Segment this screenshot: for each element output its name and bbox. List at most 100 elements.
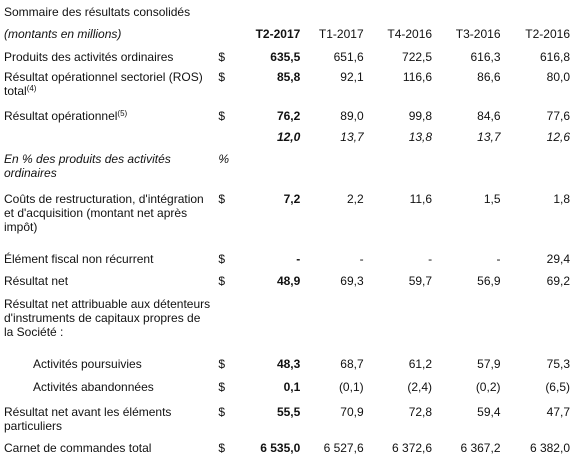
cell-t1-2017: 69,3 (340, 274, 364, 288)
cell-t4-2016: 722,5 (402, 50, 433, 64)
cell-t2-2016: 77,6 (546, 109, 570, 123)
cell-t2-2016: (6,5) (545, 380, 570, 394)
cell-t2-2016: 29,4 (546, 252, 570, 266)
cell-t1-2017: 2,2 (346, 192, 364, 206)
table-header-row: (montants en millions) T2-2017 T1-2017 T… (0, 22, 570, 45)
results-table: (montants en millions) T2-2017 T1-2017 T… (0, 22, 570, 459)
cell-t2-2017: 12,0 (276, 130, 301, 144)
cell-t2-2017: 0,1 (283, 380, 301, 394)
table-row: Résultat opérationnel(5) $ 76,2 89,0 99,… (0, 103, 570, 125)
row-currency: $ (218, 252, 226, 266)
cell-t1-2017: 89,0 (340, 109, 364, 123)
cell-t1-2017: 13,7 (340, 130, 364, 144)
cell-t4-2016: 13,8 (408, 130, 433, 144)
cell-t4-2016: 72,8 (408, 405, 433, 419)
row-label: Produits des activités ordinaires (4, 50, 174, 64)
row-label-text: Résultat opérationnel (4, 109, 118, 123)
cell-t2-2016: 1,8 (553, 192, 570, 206)
row-currency: $ (218, 441, 226, 455)
row-label: Carnet de commandes total (4, 441, 152, 455)
cell-t2-2017: 85,8 (276, 70, 301, 84)
cell-t3-2016: 1,5 (483, 192, 501, 206)
cell-t4-2016: 61,2 (408, 357, 433, 371)
col-header-t2-2017: T2-2017 (255, 27, 301, 41)
cell-t2-2017: 76,2 (276, 109, 301, 123)
row-currency: $ (218, 109, 226, 123)
page-title: Sommaire des résultats consolidés (4, 5, 191, 19)
cell-t4-2016: 6 372,6 (392, 441, 433, 455)
cell-t3-2016: 56,9 (477, 274, 501, 288)
row-currency: $ (218, 70, 226, 84)
cell-t4-2016: 99,8 (408, 109, 433, 123)
cell-t1-2017: 651,6 (333, 50, 364, 64)
cell-t2-2017: 48,3 (276, 357, 301, 371)
row-currency: % (218, 152, 230, 166)
cell-t2-2016: 6 382,0 (529, 441, 570, 455)
cell-t3-2016: (0,2) (475, 380, 501, 394)
row-currency: $ (218, 405, 226, 419)
row-currency: $ (218, 357, 226, 371)
cell-t3-2016: 59,4 (477, 405, 501, 419)
cell-t1-2017: 6 527,6 (323, 441, 364, 455)
table-row: Résultat net $ 48,9 69,3 59,7 56,9 69,2 (0, 268, 570, 291)
cell-t1-2017: - (359, 252, 364, 266)
cell-t3-2016: 6 367,2 (460, 441, 501, 455)
col-header-t3-2016: T3-2016 (455, 27, 501, 41)
cell-t3-2016: 57,9 (477, 357, 501, 371)
cell-t2-2017: 635,5 (270, 50, 301, 64)
row-label: Coûts de restructuration, d'intégration … (4, 192, 204, 234)
row-label: Activités abandonnées (33, 380, 154, 394)
table-row: Produits des activités ordinaires $ 635,… (0, 45, 570, 66)
cell-t2-2016: 80,0 (546, 70, 570, 84)
table-row: Élément fiscal non récurrent $ - - - - 2… (0, 246, 570, 268)
row-label: Activités poursuivies (33, 357, 142, 371)
cell-t2-2017: 6 535,0 (260, 441, 301, 455)
cell-t2-2017: 7,2 (283, 192, 301, 206)
cell-t3-2016: 84,6 (477, 109, 501, 123)
cell-t3-2016: 86,6 (477, 70, 501, 84)
row-label: Résultat net attribuable aux détenteurs … (4, 297, 211, 339)
table-row: Résultat net attribuable aux détenteurs … (0, 291, 570, 351)
table-row: Coûts de restructuration, d'intégration … (0, 185, 570, 246)
cell-t1-2017: (0,1) (338, 380, 364, 394)
cell-t3-2016: - (496, 252, 501, 266)
table-row: 12,0 13,7 13,8 13,7 12,6 (0, 125, 570, 147)
table-row: Résultat net avant les éléments particul… (0, 397, 570, 437)
cell-t4-2016: 59,7 (408, 274, 433, 288)
row-label: Résultat opérationnel sectoriel (ROS) to… (0, 66, 210, 103)
table-row: Résultat opérationnel sectoriel (ROS) to… (0, 66, 570, 103)
row-label-text: Résultat opérationnel sectoriel (ROS) to… (4, 70, 203, 98)
cell-t2-2017: 48,9 (276, 274, 301, 288)
row-currency: $ (218, 274, 226, 288)
row-label: Résultat net (4, 274, 69, 288)
row-label: Résultat opérationnel(5) (0, 103, 210, 125)
table-row: Carnet de commandes total $ 6 535,0 6 52… (0, 437, 570, 459)
cell-t1-2017: 68,7 (340, 357, 364, 371)
row-label: Élément fiscal non récurrent (4, 252, 154, 266)
cell-t4-2016: 116,6 (402, 70, 433, 84)
cell-t2-2017: 55,5 (276, 405, 301, 419)
cell-t4-2016: 11,6 (409, 192, 433, 206)
col-header-t1-2017: T1-2017 (318, 27, 364, 41)
cell-t2-2016: 47,7 (546, 405, 570, 419)
cell-t2-2016: 69,2 (546, 274, 570, 288)
cell-t3-2016: 616,3 (470, 50, 501, 64)
table-row: Activités abandonnées $ 0,1 (0,1) (2,4) … (0, 374, 570, 397)
cell-t1-2017: 70,9 (340, 405, 364, 419)
table-row: En % des produits des activités ordinair… (0, 147, 570, 185)
cell-t4-2016: - (428, 252, 433, 266)
footnote-ref: (5) (117, 109, 128, 118)
cell-t2-2016: 12,6 (546, 130, 570, 144)
table-row: Activités poursuivies $ 48,3 68,7 61,2 5… (0, 351, 570, 374)
row-currency: $ (218, 192, 226, 206)
row-currency: $ (218, 380, 226, 394)
cell-t2-2016: 616,8 (539, 50, 570, 64)
row-currency: $ (218, 50, 226, 64)
cell-t2-2017: - (296, 252, 301, 266)
row-label: Résultat net avant les éléments particul… (4, 405, 172, 433)
footnote-ref: (4) (26, 84, 37, 93)
col-header-t2-2016: T2-2016 (525, 27, 570, 41)
row-label: En % des produits des activités ordinair… (4, 152, 171, 180)
cell-t1-2017: 92,1 (340, 70, 364, 84)
cell-t3-2016: 13,7 (477, 130, 501, 144)
